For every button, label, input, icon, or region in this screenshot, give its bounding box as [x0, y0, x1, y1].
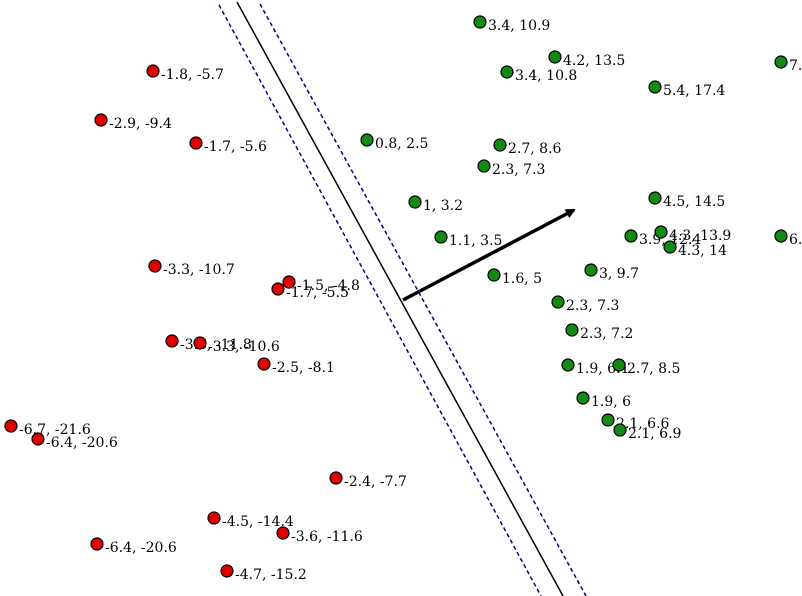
positive-point [663, 240, 677, 254]
negative-point [189, 136, 203, 150]
positive-point-label: 2.3, 7.3 [492, 162, 545, 178]
positive-point [624, 229, 638, 243]
positive-point [774, 229, 788, 243]
positive-point-label: 1.6, 5 [502, 271, 542, 287]
negative-point-label: -1.7, -5.5 [286, 285, 349, 301]
positive-point-label: 4.3, 13.9 [669, 228, 731, 244]
positive-point-label: 6. [789, 232, 802, 248]
positive-point-label: 3.4, 10.9 [488, 18, 550, 34]
positive-point [612, 358, 626, 372]
positive-point-label: 3.9, 12.4 [639, 232, 701, 248]
margin-line-right [259, 3, 587, 596]
positive-point-label: 5.4, 17.4 [663, 83, 725, 99]
positive-point [576, 391, 590, 405]
negative-point-label: -6.4, -20.6 [105, 540, 177, 556]
positive-point-label: 0.8, 2.5 [375, 136, 428, 152]
negative-point [276, 526, 290, 540]
margin-line-left [218, 4, 542, 596]
positive-point [434, 230, 448, 244]
positive-point-label: 4.2, 13.5 [563, 53, 625, 69]
negative-point [282, 275, 296, 289]
positive-point [584, 263, 598, 277]
positive-point [654, 225, 668, 239]
negative-point [31, 432, 45, 446]
negative-point-label: -2.9, -9.4 [109, 116, 172, 132]
normal-vector-arrow [402, 208, 576, 302]
negative-point [90, 537, 104, 551]
positive-point-label: 2.1, 6.6 [616, 416, 670, 432]
negative-point-label: -4.7, -15.2 [235, 567, 307, 583]
positive-point [648, 80, 662, 94]
negative-point [220, 564, 234, 578]
positive-point [551, 295, 565, 309]
negative-point [207, 511, 221, 525]
negative-point [148, 259, 162, 273]
positive-point [548, 50, 562, 64]
positive-point-label: 4.5, 14.5 [663, 194, 725, 210]
negative-point-label: -2.5, -8.1 [272, 360, 335, 376]
positive-point [561, 358, 575, 372]
positive-point [360, 133, 374, 147]
negative-point [146, 64, 160, 78]
negative-point [193, 336, 207, 350]
negative-point-label: -1.5, -4.8 [297, 278, 360, 294]
negative-point [165, 334, 179, 348]
negative-point-label: -1.8, -5.7 [161, 67, 224, 83]
positive-point [613, 423, 627, 437]
positive-point-label: 1.1, 3.5 [449, 233, 502, 249]
positive-point-label: 2.3, 7.3 [566, 298, 619, 314]
positive-point [500, 65, 514, 79]
negative-point-label: -1.7, -5.6 [204, 139, 267, 155]
negative-point [257, 357, 271, 371]
positive-point [601, 413, 615, 427]
negative-point-label: -3.6, -11.6 [291, 529, 363, 545]
positive-point-label: 4.3, 14 [678, 243, 727, 259]
positive-point-label: 2.7, 8.6 [508, 141, 562, 157]
positive-point-label: 3, 9.7 [599, 266, 639, 282]
positive-point-label: 7.4 [789, 58, 802, 74]
positive-point [774, 55, 788, 69]
decision-boundary [236, 1, 564, 596]
negative-point [4, 419, 18, 433]
negative-point [271, 282, 285, 296]
positive-point [565, 323, 579, 337]
negative-point-label: -3.3, -10.7 [163, 262, 235, 278]
positive-point [473, 15, 487, 29]
positive-point [487, 268, 501, 282]
negative-point [329, 471, 343, 485]
positive-point-label: 2.7, 8.5 [627, 361, 680, 377]
positive-point-label: 3.4, 10.8 [515, 68, 577, 84]
negative-point-label: -3.3, -10.6 [208, 339, 280, 355]
positive-point [493, 138, 507, 152]
positive-point-label: 2.3, 7.2 [580, 326, 633, 342]
negative-point [94, 113, 108, 127]
negative-point-label: -4.5, -14.4 [222, 514, 294, 530]
positive-point-label: 1.9, 6 [591, 394, 631, 410]
negative-point-label: -6.4, -20.6 [46, 435, 118, 451]
points-layer: 3.4, 10.9 4.2, 13.53.4, 10.8 7.4 5.4, 17.4 0… [4, 15, 802, 583]
positive-point [408, 195, 422, 209]
positive-point [648, 191, 662, 205]
positive-point [477, 159, 491, 173]
positive-point-label: 1, 3.2 [423, 198, 463, 214]
negative-point-label: -2.4, -7.7 [344, 474, 407, 490]
positive-point-label: 2.1, 6.9 [628, 426, 681, 442]
